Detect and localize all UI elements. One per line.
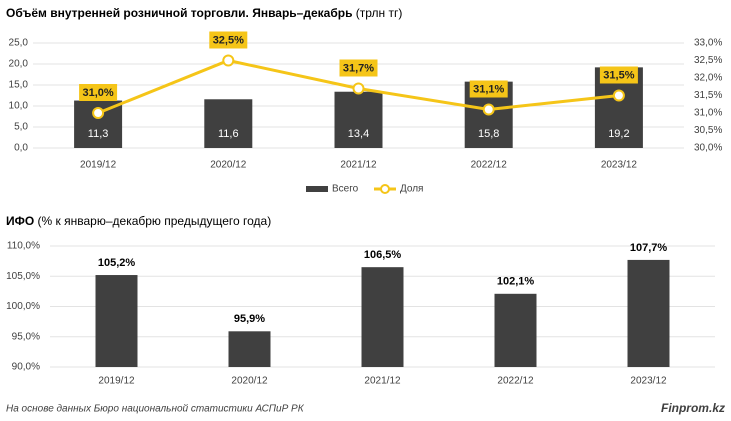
y-tick-label: 31,5% (694, 90, 722, 101)
bar-value-label: 106,5% (364, 249, 402, 261)
title-unit: (% к январю–декабрю предыдущего года) (38, 214, 272, 228)
bar (95, 275, 138, 367)
y-tick-label: 32,0% (694, 73, 722, 84)
bar-value-label: 15,8 (478, 128, 499, 140)
bar (627, 259, 670, 367)
x-tick-label: 2021/12 (340, 160, 377, 171)
line-marker (612, 89, 625, 102)
bar (204, 99, 253, 148)
y-tick-label: 95,0% (12, 331, 40, 342)
line-value-label: 31,5% (603, 69, 634, 81)
source-note: На основе данных Бюро национальной стати… (6, 404, 305, 415)
y-tick-label: 25,0 (9, 38, 29, 49)
y-tick-label: 10,0 (9, 101, 29, 112)
bar-value-label: 102,1% (497, 276, 535, 288)
y-tick-label: 105,0% (6, 271, 40, 282)
title-main: ИФО (6, 214, 34, 228)
bar-value-label: 107,7% (630, 242, 668, 254)
y-tick-label: 5,0 (14, 122, 28, 133)
legend-swatch-marker (380, 184, 390, 194)
bar-value-label: 11,3 (88, 128, 109, 140)
y-tick-label: 33,0% (694, 38, 722, 49)
y-tick-label: 110,0% (7, 241, 40, 252)
line-value-label: 31,0% (82, 87, 113, 99)
bar (334, 91, 383, 148)
x-tick-label: 2020/12 (231, 376, 268, 387)
y-tick-label: 0,0 (14, 143, 28, 154)
label-box (209, 31, 248, 49)
y-tick-label: 32,5% (694, 55, 722, 66)
y-tick-label: 30,5% (694, 125, 722, 136)
line-value-label: 31,7% (343, 62, 374, 74)
y-tick-label: 15,0 (9, 80, 29, 91)
bar-value-label: 105,2% (98, 257, 136, 269)
label-box (339, 59, 378, 77)
x-tick-label: 2023/12 (601, 160, 638, 171)
brand: Finprom.kz (661, 401, 725, 415)
bar-value-label: 95,9% (234, 313, 265, 325)
x-tick-label: 2022/12 (497, 376, 534, 387)
y-tick-label: 90,0% (12, 362, 40, 373)
y-tick-label: 20,0 (9, 59, 29, 70)
x-tick-label: 2022/12 (471, 160, 508, 171)
x-tick-label: 2019/12 (98, 376, 135, 387)
x-tick-label: 2020/12 (210, 160, 247, 171)
bar-value-label: 11,6 (218, 128, 239, 140)
legend-label: Всего (332, 184, 359, 195)
x-tick-label: 2019/12 (80, 160, 117, 171)
bar-value-label: 13,4 (348, 128, 369, 140)
title-unit: (трлн тг) (356, 6, 403, 20)
label-box (599, 66, 638, 84)
bar (494, 293, 537, 367)
y-tick-label: 100,0% (6, 301, 40, 312)
bar (228, 331, 271, 367)
chart-title: Объём внутренней розничной торговли. Янв… (6, 6, 402, 20)
legend-label: Доля (400, 184, 423, 195)
y-tick-label: 30,0% (694, 143, 722, 154)
label-box (79, 84, 118, 101)
chart-title: ИФО (% к январю–декабрю предыдущего года… (6, 214, 271, 228)
line-marker (482, 103, 495, 116)
bar-value-label: 19,2 (608, 128, 629, 140)
line-value-label: 32,5% (213, 34, 244, 46)
title-main: Объём внутренней розничной торговли. Янв… (6, 6, 352, 20)
bar (361, 267, 404, 367)
line-marker (92, 107, 105, 119)
label-box (469, 80, 508, 98)
y-tick-label: 31,0% (694, 108, 722, 119)
x-tick-label: 2021/12 (364, 376, 401, 387)
x-tick-label: 2023/12 (630, 376, 667, 387)
line-value-label: 31,1% (473, 83, 504, 95)
line-marker (222, 54, 235, 67)
legend-swatch (306, 186, 328, 192)
line-marker (352, 82, 365, 95)
